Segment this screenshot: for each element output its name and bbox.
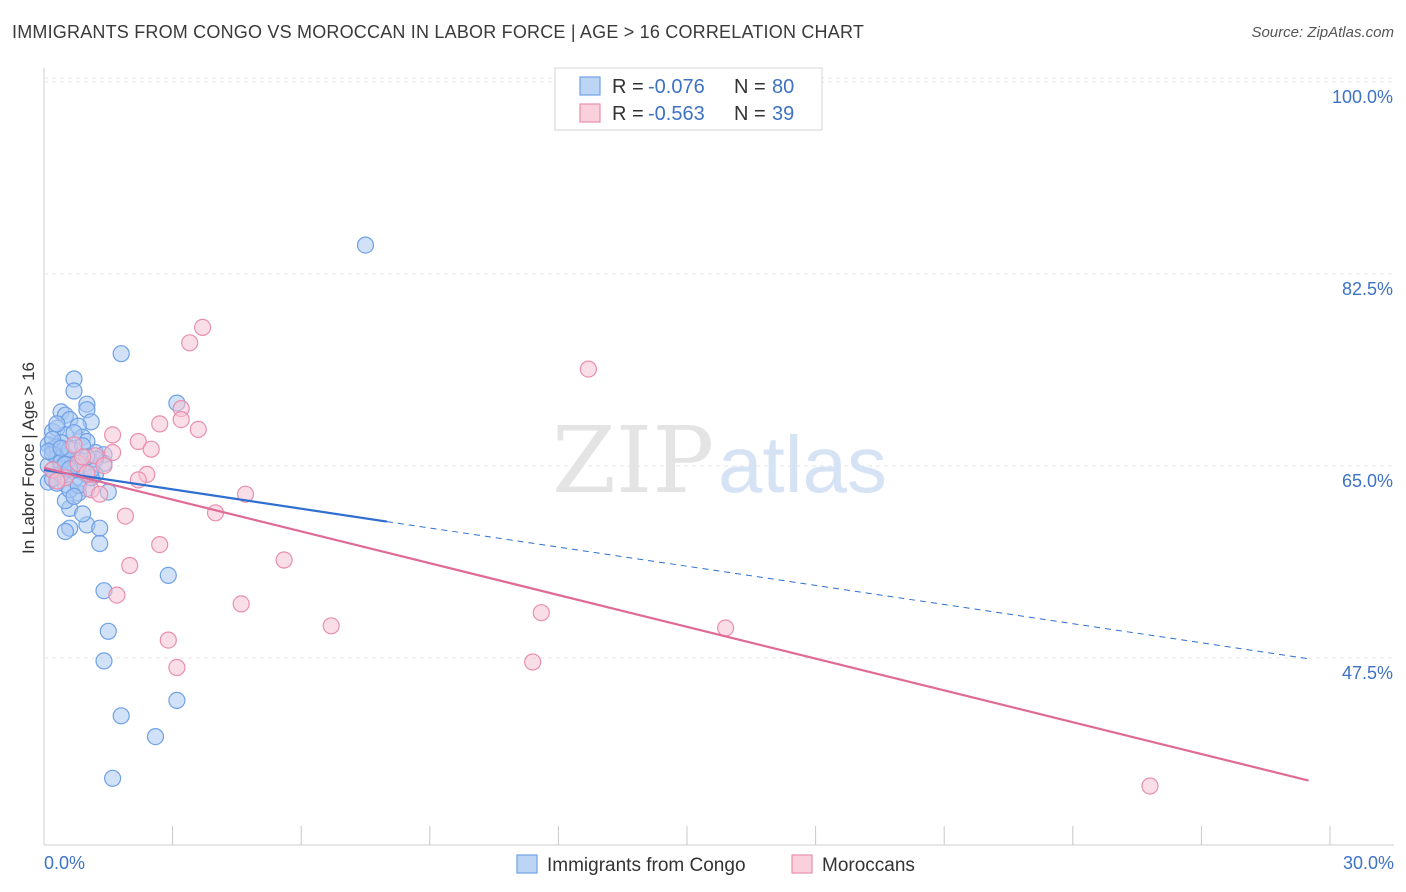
legend-r-value-congo: -0.076	[648, 76, 705, 98]
gridlines	[44, 81, 1394, 659]
data-points	[39, 236, 1159, 795]
point-congo	[48, 415, 66, 433]
legend-r-label-moroccans: R =	[612, 103, 649, 125]
point-moroccans	[108, 586, 126, 604]
x-tick-label-min: 0.0%	[44, 853, 85, 873]
point-moroccans	[73, 448, 92, 466]
point-congo	[99, 622, 117, 640]
point-congo	[65, 487, 83, 505]
point-moroccans	[121, 556, 139, 575]
point-moroccans	[181, 334, 199, 352]
point-congo	[168, 691, 186, 710]
point-moroccans	[103, 443, 122, 462]
point-moroccans	[579, 360, 598, 378]
x-ticks	[172, 826, 1331, 845]
point-congo	[146, 727, 165, 746]
point-moroccans	[716, 619, 735, 637]
legend-n-value-moroccans: 39	[772, 103, 794, 125]
x-tick-label-max: 30.0%	[1343, 853, 1394, 873]
point-moroccans	[103, 426, 122, 444]
watermark: ZIP atlas	[552, 407, 887, 514]
point-moroccans	[168, 658, 186, 677]
point-moroccans	[129, 432, 147, 451]
trend-congo-dashed	[386, 521, 1309, 660]
point-congo	[103, 769, 122, 787]
point-congo	[65, 382, 83, 400]
point-moroccans	[524, 653, 542, 671]
y-axis-label: In Labor Force | Age > 16	[19, 362, 38, 554]
y-tick-label: 82.5%	[1342, 279, 1393, 299]
bottom-legend: Immigrants from Congo Moroccans	[516, 854, 915, 876]
point-moroccans	[95, 457, 113, 475]
y-tick-label: 47.5%	[1342, 663, 1393, 683]
trend-moroccans-solid	[43, 466, 1309, 782]
point-congo	[91, 519, 109, 537]
point-moroccans	[189, 420, 207, 438]
y-tick-labels: 47.5% 65.0% 82.5% 100.0%	[1332, 87, 1393, 683]
point-moroccans	[151, 535, 169, 554]
chart-source: Source: ZipAtlas.com	[1251, 24, 1394, 41]
point-moroccans	[48, 472, 66, 490]
point-congo	[91, 534, 109, 553]
bottom-legend-swatch-moroccans	[791, 854, 813, 874]
point-moroccans	[159, 631, 177, 649]
watermark-atlas: atlas	[718, 420, 887, 509]
point-moroccans	[151, 415, 169, 433]
legend-swatch-moroccans	[579, 103, 601, 123]
point-moroccans	[65, 436, 83, 454]
point-moroccans	[322, 617, 340, 635]
point-moroccans	[236, 485, 255, 503]
legend-r-value-moroccans: -0.563	[648, 103, 705, 125]
point-moroccans	[116, 507, 135, 525]
point-moroccans	[172, 411, 190, 429]
legend-n-label-congo: N =	[734, 76, 771, 98]
legend-n-value-congo: 80	[772, 76, 794, 98]
legend-box: R = -0.076 N = 80 R = -0.563 N = 39	[554, 67, 823, 131]
legend-swatch-congo	[579, 76, 601, 96]
point-congo	[73, 505, 92, 523]
point-congo	[356, 236, 375, 254]
point-moroccans	[142, 440, 160, 458]
watermark-zip: ZIP	[552, 407, 714, 514]
point-moroccans	[275, 551, 293, 569]
point-congo	[56, 522, 75, 541]
point-moroccans	[1141, 777, 1159, 795]
point-moroccans	[232, 595, 250, 613]
bottom-legend-label-congo: Immigrants from Congo	[547, 855, 746, 876]
bottom-legend-label-moroccans: Moroccans	[822, 855, 915, 876]
point-congo	[95, 652, 113, 670]
point-congo	[112, 707, 130, 725]
bottom-legend-swatch-congo	[516, 854, 538, 874]
point-congo	[159, 566, 177, 585]
point-congo	[112, 345, 130, 363]
point-moroccans	[194, 318, 212, 336]
trend-lines	[43, 466, 1309, 782]
point-moroccans	[91, 485, 109, 503]
legend-n-label-moroccans: N =	[734, 103, 771, 125]
point-moroccans	[206, 504, 225, 522]
trend-congo-solid	[43, 468, 388, 523]
point-moroccans	[532, 604, 550, 622]
y-tick-label: 65.0%	[1342, 471, 1393, 491]
legend-r-label-congo: R =	[612, 76, 649, 98]
y-tick-label: 100.0%	[1332, 87, 1393, 107]
chart-title: IMMIGRANTS FROM CONGO VS MOROCCAN IN LAB…	[12, 22, 865, 42]
